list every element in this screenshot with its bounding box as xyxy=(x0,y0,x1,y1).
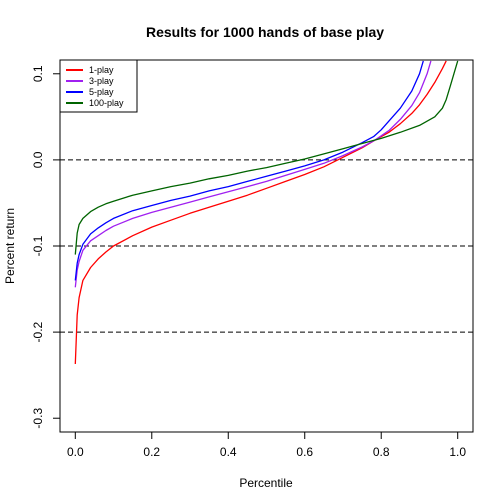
y-axis: -0.3 -0.2 -0.1 0.0 0.1 xyxy=(31,65,60,429)
y-tick-label-0: -0.3 xyxy=(31,408,45,429)
x-tick-label-3: 0.6 xyxy=(296,445,313,459)
x-axis: 0.0 0.2 0.4 0.6 0.8 1.0 xyxy=(67,432,466,459)
legend-label-3-play: 3-play xyxy=(89,76,114,86)
x-axis-label: Percentile xyxy=(239,476,293,490)
x-tick-label-5: 1.0 xyxy=(449,445,466,459)
y-tick-label-4: 0.1 xyxy=(31,65,45,82)
series-lines xyxy=(74,60,459,365)
series-line-5-play xyxy=(74,60,424,281)
x-tick-label-0: 0.0 xyxy=(67,445,84,459)
series-line-3-play xyxy=(74,60,432,288)
chart-title: Results for 1000 hands of base play xyxy=(146,24,384,40)
x-tick-label-2: 0.4 xyxy=(220,445,237,459)
plot-frame xyxy=(59,59,474,433)
y-axis-label: Percent return xyxy=(3,208,17,284)
y-tick-label-1: -0.2 xyxy=(31,321,45,342)
series-line-100-play xyxy=(74,60,459,255)
reference-lines xyxy=(60,159,473,333)
legend-label-5-play: 5-play xyxy=(89,87,114,97)
x-tick-label-4: 0.8 xyxy=(373,445,390,459)
series-line-1-play xyxy=(74,60,447,365)
y-tick-label-3: 0.0 xyxy=(31,151,45,168)
y-tick-label-2: -0.1 xyxy=(31,235,45,256)
legend-label-1-play: 1-play xyxy=(89,65,114,75)
x-tick-label-1: 0.2 xyxy=(143,445,160,459)
legend-label-100-play: 100-play xyxy=(89,98,124,108)
